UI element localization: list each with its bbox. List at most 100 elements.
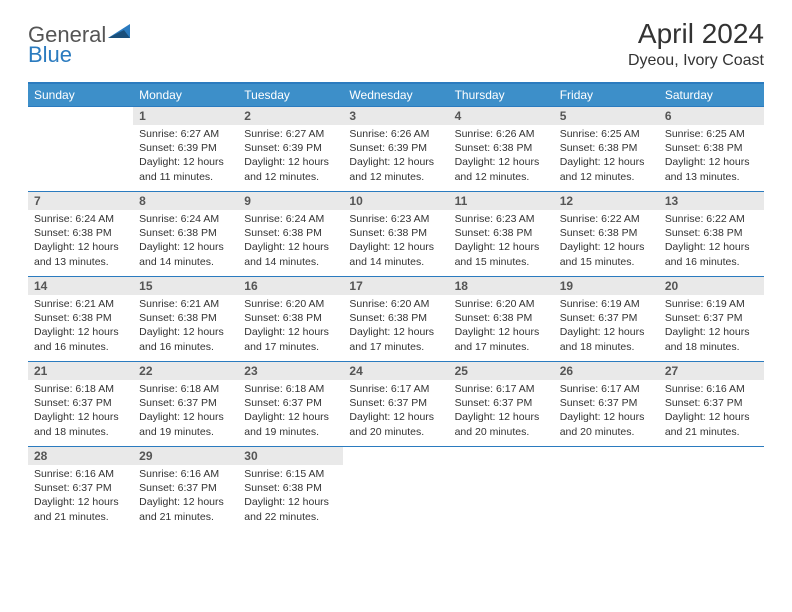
day-number: 18 [449,277,554,295]
day-cell: 29Sunrise: 6:16 AMSunset: 6:37 PMDayligh… [133,447,238,531]
title-block: April 2024 Dyeou, Ivory Coast [628,18,764,70]
day-number: 14 [28,277,133,295]
day-content: Sunrise: 6:19 AMSunset: 6:37 PMDaylight:… [554,295,659,358]
day-content: Sunrise: 6:21 AMSunset: 6:38 PMDaylight:… [28,295,133,358]
day-number: 22 [133,362,238,380]
day-cell: 27Sunrise: 6:16 AMSunset: 6:37 PMDayligh… [659,362,764,446]
day-cell [343,447,448,531]
weeks-container: 1Sunrise: 6:27 AMSunset: 6:39 PMDaylight… [28,106,764,531]
day-cell [449,447,554,531]
day-cell: 17Sunrise: 6:20 AMSunset: 6:38 PMDayligh… [343,277,448,361]
day-content: Sunrise: 6:24 AMSunset: 6:38 PMDaylight:… [133,210,238,273]
header: General April 2024 Dyeou, Ivory Coast [0,0,792,76]
day-content: Sunrise: 6:15 AMSunset: 6:38 PMDaylight:… [238,465,343,528]
day-number: 17 [343,277,448,295]
day-number: 26 [554,362,659,380]
day-content: Sunrise: 6:25 AMSunset: 6:38 PMDaylight:… [659,125,764,188]
day-cell: 26Sunrise: 6:17 AMSunset: 6:37 PMDayligh… [554,362,659,446]
logo-triangle-icon [108,22,130,43]
week-row: 7Sunrise: 6:24 AMSunset: 6:38 PMDaylight… [28,191,764,276]
day-content: Sunrise: 6:26 AMSunset: 6:39 PMDaylight:… [343,125,448,188]
week-row: 21Sunrise: 6:18 AMSunset: 6:37 PMDayligh… [28,361,764,446]
weekday-wednesday: Wednesday [343,84,448,106]
day-cell: 18Sunrise: 6:20 AMSunset: 6:38 PMDayligh… [449,277,554,361]
week-row: 1Sunrise: 6:27 AMSunset: 6:39 PMDaylight… [28,106,764,191]
day-cell: 21Sunrise: 6:18 AMSunset: 6:37 PMDayligh… [28,362,133,446]
day-cell: 8Sunrise: 6:24 AMSunset: 6:38 PMDaylight… [133,192,238,276]
day-cell: 30Sunrise: 6:15 AMSunset: 6:38 PMDayligh… [238,447,343,531]
day-content: Sunrise: 6:22 AMSunset: 6:38 PMDaylight:… [659,210,764,273]
day-content: Sunrise: 6:20 AMSunset: 6:38 PMDaylight:… [238,295,343,358]
day-content: Sunrise: 6:23 AMSunset: 6:38 PMDaylight:… [343,210,448,273]
day-number: 4 [449,107,554,125]
day-cell: 1Sunrise: 6:27 AMSunset: 6:39 PMDaylight… [133,107,238,191]
day-cell: 23Sunrise: 6:18 AMSunset: 6:37 PMDayligh… [238,362,343,446]
day-number: 3 [343,107,448,125]
day-cell [659,447,764,531]
day-number: 13 [659,192,764,210]
day-content: Sunrise: 6:16 AMSunset: 6:37 PMDaylight:… [659,380,764,443]
day-number: 24 [343,362,448,380]
day-cell: 3Sunrise: 6:26 AMSunset: 6:39 PMDaylight… [343,107,448,191]
day-content: Sunrise: 6:20 AMSunset: 6:38 PMDaylight:… [343,295,448,358]
month-title: April 2024 [628,18,764,50]
day-number: 11 [449,192,554,210]
day-content: Sunrise: 6:20 AMSunset: 6:38 PMDaylight:… [449,295,554,358]
weekday-thursday: Thursday [449,84,554,106]
day-content: Sunrise: 6:26 AMSunset: 6:38 PMDaylight:… [449,125,554,188]
day-number: 30 [238,447,343,465]
day-cell: 24Sunrise: 6:17 AMSunset: 6:37 PMDayligh… [343,362,448,446]
day-number: 6 [659,107,764,125]
week-row: 14Sunrise: 6:21 AMSunset: 6:38 PMDayligh… [28,276,764,361]
day-cell: 10Sunrise: 6:23 AMSunset: 6:38 PMDayligh… [343,192,448,276]
logo-text-blue-wrap: Blue [28,42,72,68]
day-cell: 20Sunrise: 6:19 AMSunset: 6:37 PMDayligh… [659,277,764,361]
day-cell: 16Sunrise: 6:20 AMSunset: 6:38 PMDayligh… [238,277,343,361]
weekday-header-row: SundayMondayTuesdayWednesdayThursdayFrid… [28,84,764,106]
day-cell: 22Sunrise: 6:18 AMSunset: 6:37 PMDayligh… [133,362,238,446]
calendar: SundayMondayTuesdayWednesdayThursdayFrid… [28,82,764,531]
day-cell: 25Sunrise: 6:17 AMSunset: 6:37 PMDayligh… [449,362,554,446]
day-content: Sunrise: 6:24 AMSunset: 6:38 PMDaylight:… [28,210,133,273]
location: Dyeou, Ivory Coast [628,52,764,70]
day-content: Sunrise: 6:27 AMSunset: 6:39 PMDaylight:… [238,125,343,188]
day-content: Sunrise: 6:16 AMSunset: 6:37 PMDaylight:… [133,465,238,528]
day-cell: 4Sunrise: 6:26 AMSunset: 6:38 PMDaylight… [449,107,554,191]
day-content: Sunrise: 6:17 AMSunset: 6:37 PMDaylight:… [449,380,554,443]
day-cell: 7Sunrise: 6:24 AMSunset: 6:38 PMDaylight… [28,192,133,276]
day-content: Sunrise: 6:18 AMSunset: 6:37 PMDaylight:… [28,380,133,443]
weekday-friday: Friday [554,84,659,106]
day-content: Sunrise: 6:21 AMSunset: 6:38 PMDaylight:… [133,295,238,358]
day-cell: 12Sunrise: 6:22 AMSunset: 6:38 PMDayligh… [554,192,659,276]
day-number: 29 [133,447,238,465]
day-number: 12 [554,192,659,210]
day-content: Sunrise: 6:16 AMSunset: 6:37 PMDaylight:… [28,465,133,528]
day-cell: 15Sunrise: 6:21 AMSunset: 6:38 PMDayligh… [133,277,238,361]
week-row: 28Sunrise: 6:16 AMSunset: 6:37 PMDayligh… [28,446,764,531]
day-number: 25 [449,362,554,380]
day-number: 1 [133,107,238,125]
day-content: Sunrise: 6:23 AMSunset: 6:38 PMDaylight:… [449,210,554,273]
day-cell: 19Sunrise: 6:19 AMSunset: 6:37 PMDayligh… [554,277,659,361]
day-content: Sunrise: 6:17 AMSunset: 6:37 PMDaylight:… [554,380,659,443]
day-number: 9 [238,192,343,210]
day-number: 8 [133,192,238,210]
day-number: 5 [554,107,659,125]
day-number: 15 [133,277,238,295]
weekday-tuesday: Tuesday [238,84,343,106]
day-cell: 2Sunrise: 6:27 AMSunset: 6:39 PMDaylight… [238,107,343,191]
day-content: Sunrise: 6:19 AMSunset: 6:37 PMDaylight:… [659,295,764,358]
day-cell: 6Sunrise: 6:25 AMSunset: 6:38 PMDaylight… [659,107,764,191]
day-number: 28 [28,447,133,465]
day-content: Sunrise: 6:17 AMSunset: 6:37 PMDaylight:… [343,380,448,443]
day-number: 27 [659,362,764,380]
day-cell [554,447,659,531]
day-content: Sunrise: 6:25 AMSunset: 6:38 PMDaylight:… [554,125,659,188]
day-content: Sunrise: 6:24 AMSunset: 6:38 PMDaylight:… [238,210,343,273]
day-cell: 28Sunrise: 6:16 AMSunset: 6:37 PMDayligh… [28,447,133,531]
logo-text-blue: Blue [28,42,72,67]
day-number: 7 [28,192,133,210]
day-content: Sunrise: 6:18 AMSunset: 6:37 PMDaylight:… [238,380,343,443]
day-number: 20 [659,277,764,295]
day-cell [28,107,133,191]
